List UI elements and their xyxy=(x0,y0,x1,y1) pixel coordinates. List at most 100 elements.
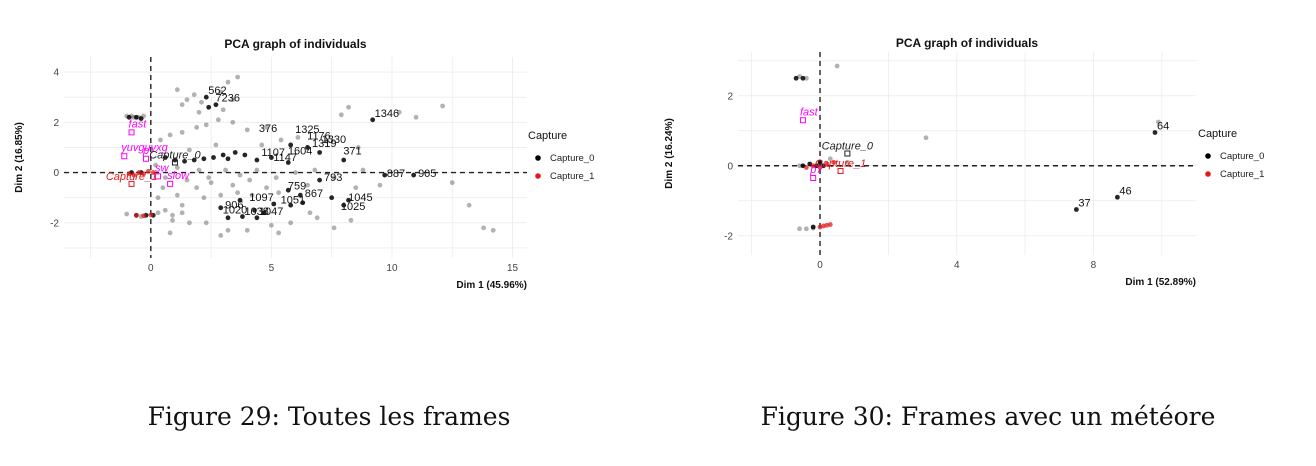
background-point xyxy=(360,167,366,173)
background-point xyxy=(162,207,168,213)
background-point xyxy=(218,232,224,238)
background-point xyxy=(331,175,337,181)
background-point xyxy=(174,192,180,198)
x-tick-label: 0 xyxy=(817,260,823,271)
background-point xyxy=(191,92,197,98)
y-tick-label: -2 xyxy=(724,231,733,242)
x-tick-label: 4 xyxy=(954,260,960,271)
data-point xyxy=(141,213,146,219)
data-point xyxy=(831,159,837,165)
data-point xyxy=(268,155,274,160)
data-point xyxy=(317,177,323,183)
background-points xyxy=(124,74,496,238)
pca-chart-meteor-frames: PCA graph of individuals 0 4 8 -2 0 2 Dim 1 (52… xyxy=(664,36,1264,288)
x-axis-label: Dim 1 (52.89%) xyxy=(1125,277,1196,288)
point-label: 906 xyxy=(225,200,243,212)
background-point xyxy=(170,217,175,223)
data-point xyxy=(824,161,830,167)
x-tick-label: 0 xyxy=(148,263,154,274)
background-point xyxy=(230,97,236,103)
background-point xyxy=(466,202,472,208)
point-label: 7236 xyxy=(216,93,240,105)
background-point xyxy=(206,175,212,181)
background-point xyxy=(179,102,185,108)
background-point xyxy=(797,163,802,169)
background-point xyxy=(184,97,190,103)
background-point xyxy=(259,142,265,148)
data-point xyxy=(254,215,260,221)
background-point xyxy=(213,142,219,148)
point-label: 46 xyxy=(1119,185,1131,197)
background-point xyxy=(153,162,159,168)
series-capture-1 xyxy=(126,168,156,219)
data-point xyxy=(370,117,376,123)
background-point xyxy=(844,159,850,165)
y-axis-label: Dim 2 (16.85%) xyxy=(14,122,25,193)
supplementary-label: p7 xyxy=(809,164,823,176)
data-point xyxy=(126,171,132,177)
background-point xyxy=(797,226,802,232)
data-point xyxy=(237,197,243,203)
background-point xyxy=(174,87,180,93)
supplementary-label: yuvguyxg xyxy=(120,142,168,154)
background-point xyxy=(413,114,419,120)
background-point xyxy=(268,222,274,228)
background-point xyxy=(923,135,929,141)
data-point xyxy=(261,210,267,216)
y-tick-label: 0 xyxy=(727,161,733,172)
supplementary-label: p xyxy=(142,145,149,157)
background-point xyxy=(203,122,209,128)
point-label: 1176 xyxy=(307,130,331,142)
caption-figure-29: Figure 29: Toutes les frames xyxy=(147,402,511,431)
data-point xyxy=(810,224,816,230)
background-point xyxy=(160,185,166,191)
background-point xyxy=(803,226,809,232)
background-point xyxy=(803,75,809,81)
background-point xyxy=(196,109,202,115)
point-label: 905 xyxy=(418,168,436,180)
point-label: 1330 xyxy=(322,134,346,146)
data-point xyxy=(285,160,291,165)
data-point xyxy=(213,102,219,108)
chart-title: PCA graph of individuals xyxy=(224,37,367,51)
background-point xyxy=(338,112,344,118)
background-point xyxy=(449,180,455,186)
data-point xyxy=(148,212,154,218)
data-point xyxy=(206,104,212,110)
background-point xyxy=(179,202,185,208)
data-point xyxy=(810,163,816,169)
data-point xyxy=(1073,207,1079,212)
data-point xyxy=(341,202,347,208)
legend-entry: Capture_1 xyxy=(550,171,594,182)
background-point xyxy=(215,117,221,123)
y-tick-label: 4 xyxy=(53,68,59,79)
background-point xyxy=(264,185,269,191)
capture-label: Capture_1 xyxy=(815,158,866,170)
data-point xyxy=(288,142,294,148)
background-point xyxy=(312,167,318,173)
background-point xyxy=(230,119,236,125)
supplementary-marker xyxy=(142,155,149,162)
data-point xyxy=(827,222,833,227)
background-point xyxy=(346,104,351,110)
point-label: 759 xyxy=(288,181,306,193)
point-label: 1604 xyxy=(288,146,312,158)
capture-label: Capture_0 xyxy=(822,141,874,153)
data-point xyxy=(203,94,209,100)
data-point xyxy=(317,150,323,155)
background-point xyxy=(218,192,224,198)
y-tick-label: 2 xyxy=(53,118,59,129)
figure-30: PCA graph of individuals 0 4 8 -2 0 2 Dim 1 (52… xyxy=(658,0,1316,466)
background-point xyxy=(203,220,209,226)
supplementary-label: sw xyxy=(155,162,170,174)
background-point xyxy=(167,230,173,236)
data-point xyxy=(162,155,168,160)
data-point xyxy=(136,170,142,175)
point-label: 562 xyxy=(208,85,226,97)
background-point xyxy=(196,167,202,173)
supplementary-marker xyxy=(128,129,135,136)
caption-figure-30: Figure 30: Frames avec un météore xyxy=(760,402,1216,431)
capture-marker xyxy=(844,150,851,157)
